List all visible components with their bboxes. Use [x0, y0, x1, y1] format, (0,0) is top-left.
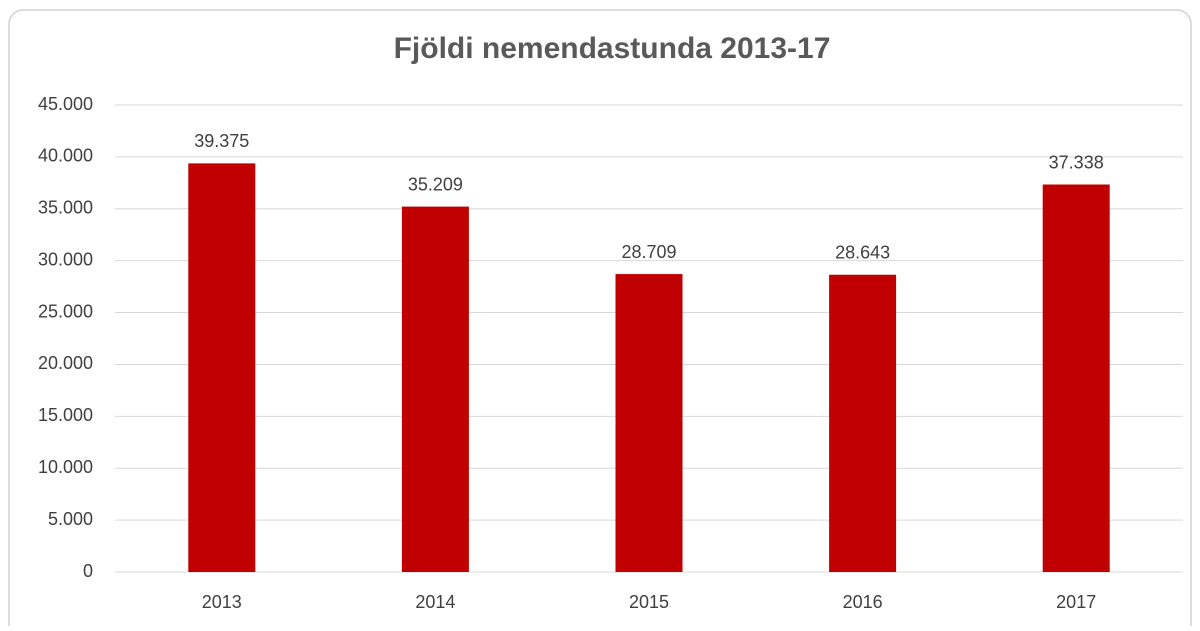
data-label: 37.338 — [1049, 152, 1104, 172]
y-tick-label: 30.000 — [38, 249, 93, 269]
chart-title: Fjöldi nemendastunda 2013-17 — [394, 32, 831, 65]
y-tick-label: 40.000 — [38, 146, 93, 166]
x-tick-label: 2017 — [1056, 592, 1096, 612]
x-tick-label: 2016 — [843, 592, 883, 612]
y-tick-label: 5.000 — [48, 509, 93, 529]
data-label: 28.643 — [835, 242, 890, 262]
y-tick-label: 25.000 — [38, 301, 93, 321]
y-tick-label: 0 — [83, 561, 93, 581]
x-tick-label: 2014 — [415, 592, 455, 612]
y-tick-label: 10.000 — [38, 457, 93, 477]
bar — [1042, 184, 1110, 572]
y-tick-label: 45.000 — [38, 94, 93, 114]
chart-frame — [8, 9, 1192, 631]
data-label: 28.709 — [621, 242, 676, 262]
y-tick-label: 15.000 — [38, 405, 93, 425]
bar — [615, 274, 683, 572]
y-tick-label: 35.000 — [38, 198, 93, 218]
x-tick-label: 2013 — [202, 592, 242, 612]
data-label: 39.375 — [194, 131, 249, 151]
bar — [829, 274, 897, 572]
bar — [188, 163, 256, 572]
y-tick-label: 20.000 — [38, 353, 93, 373]
x-tick-label: 2015 — [629, 592, 669, 612]
bar — [401, 206, 469, 572]
data-label: 35.209 — [408, 174, 463, 194]
